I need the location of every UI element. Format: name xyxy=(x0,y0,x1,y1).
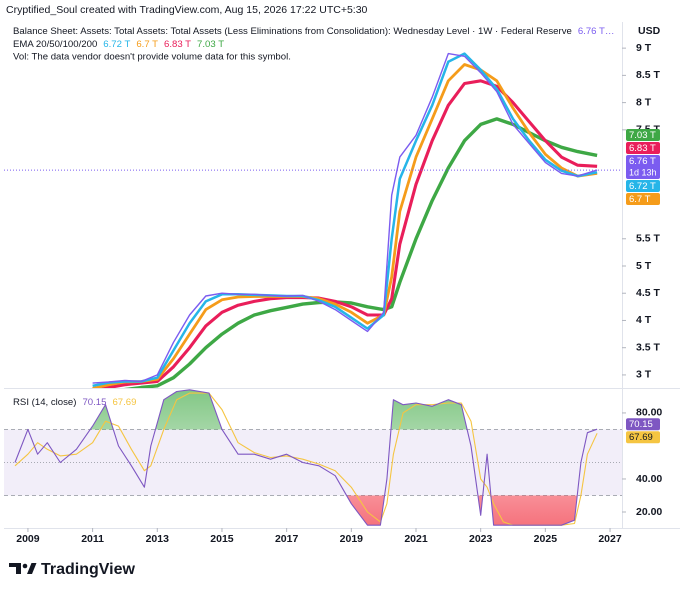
legend-value: 6.83 T xyxy=(164,39,191,50)
series-line xyxy=(92,52,598,388)
x-tick-label: 2011 xyxy=(81,533,104,545)
x-tick-label: 2027 xyxy=(598,533,622,545)
currency-label: USD xyxy=(638,25,661,37)
y-tick-label: 4 T xyxy=(636,314,652,326)
price-badge-label: 6.7 T xyxy=(629,194,651,205)
price-badge xyxy=(626,142,660,155)
y-tick-label: 9 T xyxy=(636,42,652,54)
price-badge-label: 6.76 T xyxy=(629,156,656,167)
legend-title: Balance Sheet: Assets: Total Assets: Tot… xyxy=(13,26,614,37)
legend-note: Vol: The data vendor doesn't provide vol… xyxy=(13,52,291,63)
y-tick-label: 80.00 xyxy=(636,407,662,419)
brand-name: TradingView xyxy=(41,561,136,578)
price-badge xyxy=(626,155,660,180)
y-tick-label: 3.5 T xyxy=(636,341,661,353)
series-line xyxy=(14,389,598,526)
series-line xyxy=(14,392,598,526)
price-badge xyxy=(626,193,660,206)
y-tick-label: 4.5 T xyxy=(636,287,661,299)
y-tick-label: 8.5 T xyxy=(636,69,661,81)
x-tick-label: 2009 xyxy=(16,533,40,545)
legend-name: RSI (14, close) xyxy=(13,397,76,408)
price-badge-countdown: 1d 13h xyxy=(629,167,657,177)
price-badge-label: 7.03 T xyxy=(629,130,656,141)
x-tick-label: 2015 xyxy=(210,533,234,545)
y-tick-label: 8 T xyxy=(636,96,652,108)
attribution: Cryptified_Soul created with TradingView… xyxy=(6,4,368,16)
series-line xyxy=(92,63,598,388)
price-badge-label: 6.72 T xyxy=(629,181,656,192)
legend-value: 6.72 T xyxy=(103,39,130,50)
series-line xyxy=(124,117,598,388)
y-tick-label: 20.00 xyxy=(636,506,662,518)
legend-value: 7.03 T xyxy=(197,39,224,50)
price-badge xyxy=(626,180,660,193)
y-tick-label: 5.5 T xyxy=(636,233,661,245)
x-tick-label: 2023 xyxy=(469,533,493,545)
x-tick-label: 2017 xyxy=(275,533,299,545)
price-badge-label: 70.15 xyxy=(629,419,653,430)
legend-name: Balance Sheet: Assets: Total Assets: Tot… xyxy=(13,26,572,37)
price-badge xyxy=(626,431,660,444)
legend-value: 6.76 T… xyxy=(578,26,615,37)
x-tick-label: 2025 xyxy=(534,533,558,545)
series-lines xyxy=(92,52,598,388)
legend-name: EMA 20/50/100/200 xyxy=(13,39,97,50)
y-tick-label: 40.00 xyxy=(636,473,662,485)
rsi-legend: RSI (14, close) 70.15 67.69 xyxy=(13,397,136,408)
legend-value: 70.15 xyxy=(82,397,106,408)
price-badge xyxy=(626,418,660,431)
legend-value: 67.69 xyxy=(112,397,136,408)
legend-indicator: EMA 20/50/100/200 6.72 T 6.7 T 6.83 T 7.03 T xyxy=(13,39,224,50)
x-tick-label: 2019 xyxy=(340,533,364,545)
y-tick-label: 5 T xyxy=(636,260,652,272)
price-badge xyxy=(626,129,660,142)
price-badge-label: 67.69 xyxy=(629,432,653,443)
x-tick-label: 2013 xyxy=(146,533,170,545)
series-line xyxy=(92,52,598,384)
price-badge-label: 6.83 T xyxy=(629,143,656,154)
x-tick-label: 2021 xyxy=(404,533,428,545)
y-tick-label: 3 T xyxy=(636,369,652,381)
legend-value: 6.7 T xyxy=(136,39,158,50)
overbought-fill xyxy=(15,389,598,430)
brand-logo xyxy=(9,563,37,574)
series-lines xyxy=(14,389,598,526)
